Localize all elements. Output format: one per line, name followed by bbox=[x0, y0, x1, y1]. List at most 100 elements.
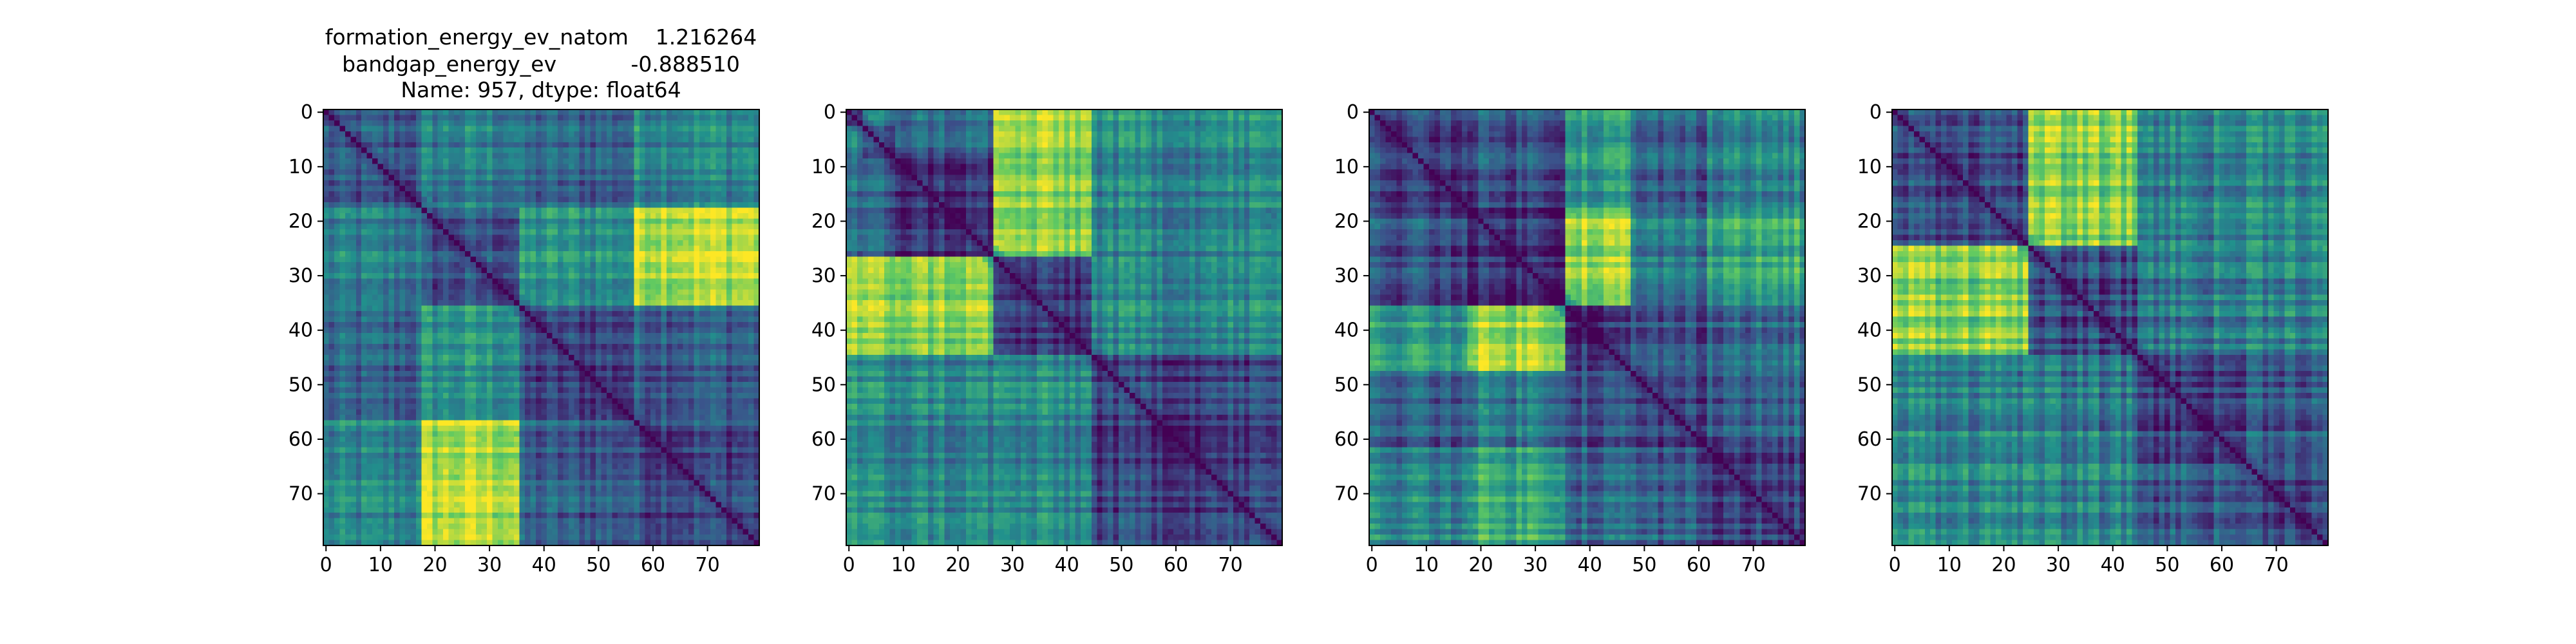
heatmap-cell bbox=[574, 202, 580, 208]
heatmap-cell bbox=[460, 431, 466, 437]
heatmap-cell bbox=[465, 246, 471, 252]
heatmap-cell bbox=[558, 431, 564, 437]
heatmap-cell bbox=[645, 169, 650, 175]
heatmap-cell bbox=[399, 442, 405, 448]
heatmap-cell bbox=[705, 300, 710, 306]
heatmap-cell bbox=[672, 256, 678, 262]
heatmap-cell bbox=[721, 366, 727, 372]
heatmap-cell bbox=[536, 393, 542, 399]
heatmap-cell bbox=[536, 284, 542, 290]
heatmap-cell bbox=[339, 333, 345, 339]
heatmap-cell bbox=[618, 229, 623, 235]
heatmap-cell bbox=[726, 120, 732, 126]
heatmap-cell bbox=[509, 300, 515, 306]
heatmap-cell bbox=[710, 420, 716, 426]
heatmap-cell bbox=[465, 109, 471, 115]
heatmap-cell bbox=[481, 300, 487, 306]
heatmap-cell bbox=[607, 328, 612, 334]
heatmap-cell bbox=[487, 404, 493, 410]
heatmap-cell bbox=[492, 333, 498, 339]
heatmap-cell bbox=[558, 147, 564, 153]
heatmap-cell bbox=[748, 338, 754, 344]
heatmap-cell bbox=[645, 153, 650, 159]
heatmap-cell bbox=[650, 360, 656, 366]
heatmap-cell bbox=[580, 115, 585, 120]
heatmap-cell bbox=[405, 442, 411, 448]
heatmap-cell bbox=[683, 349, 689, 355]
heatmap-cell bbox=[645, 300, 650, 306]
heatmap-cell bbox=[438, 437, 444, 442]
heatmap-cell bbox=[737, 267, 743, 273]
heatmap-cell bbox=[748, 256, 754, 262]
heatmap-cell bbox=[498, 344, 504, 350]
heatmap-cell bbox=[514, 284, 520, 290]
heatmap-cell bbox=[634, 344, 639, 350]
heatmap-cell bbox=[410, 415, 416, 421]
heatmap-cell bbox=[432, 344, 438, 350]
heatmap-cell bbox=[710, 120, 716, 126]
heatmap-cell bbox=[645, 420, 650, 426]
heatmap-cell bbox=[443, 147, 449, 153]
heatmap-cell bbox=[443, 317, 449, 323]
heatmap-cell bbox=[634, 360, 639, 366]
heatmap-cell bbox=[421, 224, 427, 230]
heatmap-cell bbox=[656, 431, 661, 437]
heatmap-cell bbox=[356, 360, 362, 366]
heatmap-cell bbox=[481, 147, 487, 153]
heatmap-cell bbox=[552, 328, 558, 334]
heatmap-cell bbox=[416, 213, 422, 219]
heatmap-cell bbox=[460, 153, 466, 159]
heatmap-cell bbox=[432, 109, 438, 115]
heatmap-cell bbox=[547, 420, 553, 426]
heatmap-cell bbox=[350, 169, 356, 175]
heatmap-cell bbox=[542, 420, 547, 426]
heatmap-cell bbox=[509, 382, 515, 388]
heatmap-cell bbox=[650, 207, 656, 213]
heatmap-cell bbox=[443, 246, 449, 252]
heatmap-cell bbox=[399, 137, 405, 142]
heatmap-cell bbox=[656, 420, 661, 426]
heatmap-cell bbox=[650, 235, 656, 241]
heatmap-cell bbox=[399, 191, 405, 197]
heatmap-cell bbox=[580, 169, 585, 175]
heatmap-cell bbox=[585, 415, 591, 421]
heatmap-cell bbox=[372, 328, 378, 334]
heatmap-cell bbox=[661, 115, 667, 120]
heatmap-cell bbox=[650, 289, 656, 295]
heatmap-cell bbox=[732, 213, 738, 219]
heatmap-cell bbox=[726, 300, 732, 306]
heatmap-cell bbox=[580, 147, 585, 153]
heatmap-cell bbox=[531, 126, 536, 131]
heatmap-cell bbox=[596, 126, 601, 131]
heatmap-cell bbox=[389, 175, 395, 181]
heatmap-cell bbox=[378, 338, 384, 344]
heatmap-cell bbox=[399, 109, 405, 115]
heatmap-cell bbox=[618, 164, 623, 170]
heatmap-cell bbox=[339, 338, 345, 344]
heatmap-cell bbox=[639, 202, 645, 208]
heatmap-cell bbox=[509, 399, 515, 404]
heatmap-cell bbox=[547, 175, 553, 181]
heatmap-cell bbox=[399, 229, 405, 235]
heatmap-cell bbox=[378, 317, 384, 323]
heatmap-cell bbox=[721, 240, 727, 246]
heatmap-cell bbox=[465, 431, 471, 437]
heatmap-cell bbox=[449, 278, 455, 284]
heatmap-cell bbox=[427, 393, 433, 399]
heatmap-cell bbox=[743, 256, 749, 262]
heatmap-cell bbox=[383, 196, 389, 202]
heatmap-cell bbox=[563, 196, 569, 202]
heatmap-cell bbox=[629, 404, 634, 410]
heatmap-cell bbox=[634, 388, 639, 393]
heatmap-cell bbox=[618, 142, 623, 148]
heatmap-cell bbox=[356, 437, 362, 442]
heatmap-cell bbox=[350, 437, 356, 442]
heatmap-cell bbox=[737, 251, 743, 257]
heatmap-cell bbox=[405, 175, 411, 181]
heatmap-cell bbox=[596, 240, 601, 246]
heatmap-cell bbox=[672, 344, 678, 350]
heatmap-cell bbox=[350, 338, 356, 344]
heatmap-cell bbox=[525, 355, 531, 361]
heatmap-cell bbox=[378, 207, 384, 213]
heatmap-cell bbox=[536, 426, 542, 431]
